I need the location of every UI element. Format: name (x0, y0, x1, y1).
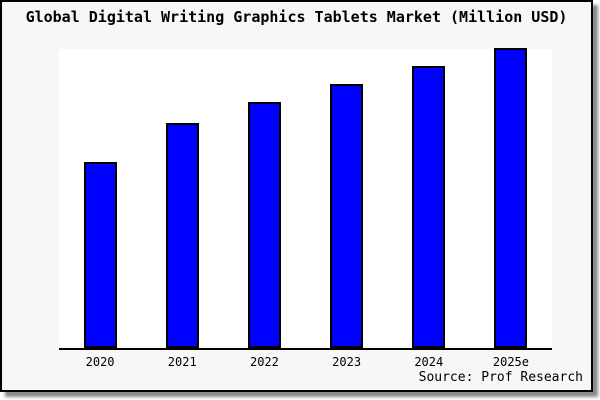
tick-label-2020: 2020 (85, 355, 115, 369)
tick-label-2021: 2021 (167, 355, 197, 369)
tick-label-2024: 2024 (414, 355, 444, 369)
tick-label-2023: 2023 (332, 355, 362, 369)
bar-slot-2020 (59, 49, 141, 348)
bar-2025e (494, 48, 528, 348)
source-label: Source: Prof Research (418, 370, 583, 385)
bar-slot-2024 (388, 49, 470, 348)
bar-slot-2023 (306, 49, 388, 348)
bars-row (59, 48, 552, 348)
bar-slot-2021 (141, 49, 223, 348)
bar-2020 (83, 162, 117, 348)
bar-slot-2025e (470, 48, 552, 348)
bar-2024 (412, 66, 446, 348)
bar-2022 (247, 102, 281, 348)
bar-slot-2022 (223, 49, 305, 348)
plot-area (59, 48, 552, 350)
bar-2021 (165, 123, 199, 348)
chart-frame: Global Digital Writing Graphics Tablets … (0, 0, 593, 392)
x-axis-tick-labels: 2020 2021 2022 2023 2024 2025e (59, 354, 552, 370)
tick-label-2022: 2022 (249, 355, 279, 369)
chart-title: Global Digital Writing Graphics Tablets … (25, 8, 568, 26)
bar-2023 (330, 84, 364, 348)
tick-label-2025e: 2025e (492, 355, 529, 369)
